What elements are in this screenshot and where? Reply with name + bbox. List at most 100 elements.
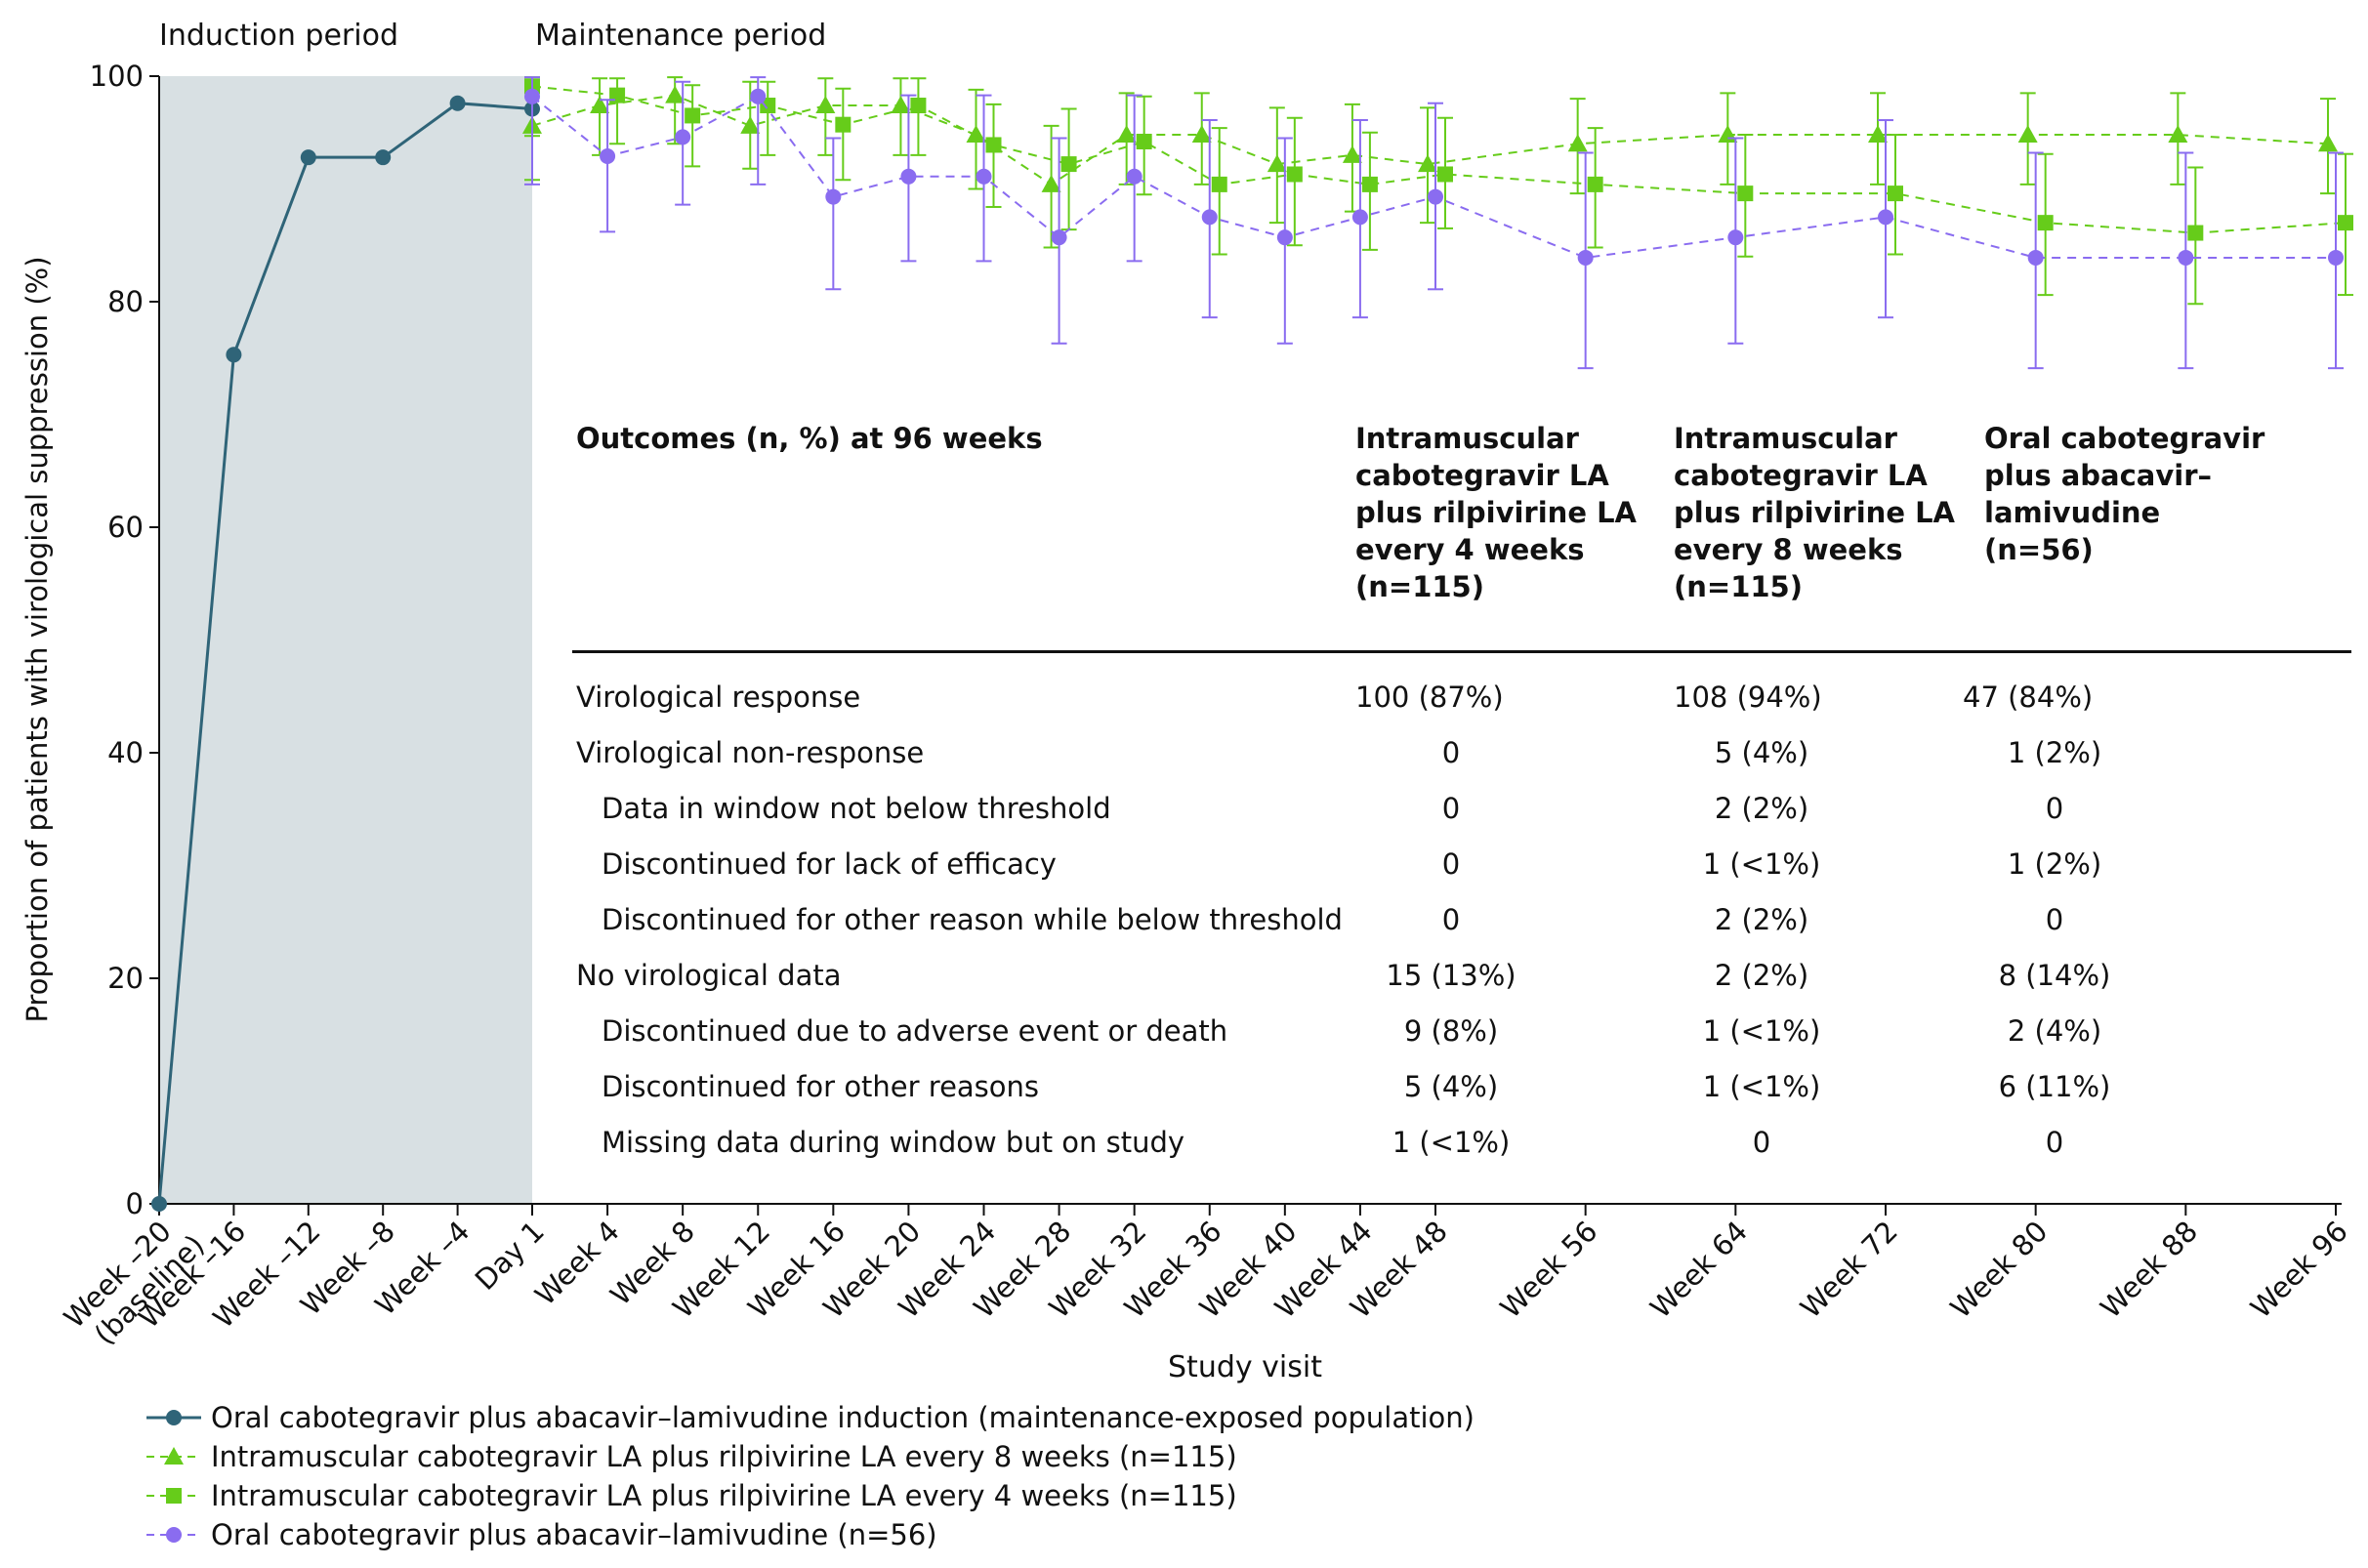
x-tick-label: Week 80	[1944, 1215, 2055, 1325]
y-tick-label: 80	[107, 285, 144, 318]
col2-header: Intramuscular cabotegravir LA plus rilpi…	[1674, 422, 1956, 603]
series-line	[157, 102, 533, 1205]
data-point	[2318, 134, 2338, 152]
data-point	[675, 129, 691, 145]
data-point	[166, 1488, 182, 1504]
data-point	[740, 115, 761, 134]
data-point	[1878, 209, 1893, 226]
data-point	[449, 95, 466, 111]
data-point	[166, 1527, 182, 1543]
data-point	[1587, 176, 1603, 192]
x-tick-label: Week 88	[2094, 1215, 2204, 1325]
legend-item: Intramuscular cabotegravir LA plus rilpi…	[146, 1479, 1237, 1512]
x-tick-label-group: Week 80	[1944, 1215, 2055, 1325]
data-point	[300, 149, 316, 166]
data-point	[1737, 186, 1754, 202]
data-point	[226, 347, 242, 363]
data-point	[600, 148, 616, 165]
data-point	[1276, 229, 1293, 246]
x-tick-label: Week 56	[1494, 1215, 1604, 1325]
table-header-rule	[572, 650, 2351, 653]
data-point	[1351, 209, 1368, 226]
legend-item: Oral cabotegravir plus abacavir–lamivudi…	[146, 1518, 937, 1551]
y-axis-label: Proportion of patients with virological …	[21, 256, 54, 1022]
data-point	[1437, 166, 1453, 183]
data-point	[164, 1447, 184, 1465]
table-row: Discontinued for lack of efficacy 0 1 (<…	[602, 847, 2102, 881]
data-point	[985, 137, 1002, 153]
data-point	[1342, 144, 1362, 163]
data-point	[1567, 134, 1588, 152]
legend-item: Intramuscular cabotegravir LA plus rilpi…	[146, 1440, 1237, 1473]
data-point	[835, 116, 852, 133]
table-row: Discontinued due to adverse event or dea…	[602, 1014, 2102, 1048]
y-tick-label: 40	[107, 736, 144, 769]
data-point	[2328, 249, 2344, 266]
legend: Oral cabotegravir plus abacavir–lamivudi…	[146, 1401, 1475, 1551]
x-tick-label-group: Week 56	[1494, 1215, 1604, 1325]
y-tick-label: 60	[107, 511, 144, 544]
data-point	[2178, 249, 2194, 266]
data-point	[2027, 249, 2044, 266]
data-point	[375, 149, 392, 166]
data-point	[2017, 125, 2038, 144]
data-point	[1060, 156, 1077, 173]
data-point	[1136, 133, 1152, 149]
x-tick-label-group: Week 88	[2094, 1215, 2204, 1325]
data-point	[1201, 209, 1218, 226]
table-row: Data in window not below threshold 0 2 (…	[602, 792, 2064, 825]
data-point	[2338, 215, 2353, 231]
data-point	[1211, 176, 1227, 192]
col3-header: Oral cabotegravir plus abacavir–lamivudi…	[1984, 422, 2265, 566]
data-point	[1868, 125, 1888, 144]
table-row: Discontinued for other reasons 5 (4%) 1 …	[602, 1070, 2111, 1103]
data-point	[1126, 168, 1142, 185]
data-point	[1286, 166, 1303, 183]
induction-period-shading	[159, 76, 532, 1204]
y-tick-label: 20	[107, 962, 144, 995]
data-point	[1041, 174, 1061, 192]
data-point	[151, 1196, 167, 1212]
series-4	[524, 76, 2344, 370]
series-line	[531, 85, 2347, 234]
data-point	[166, 1410, 182, 1425]
data-point	[825, 188, 842, 205]
legend-label: Intramuscular cabotegravir LA plus rilpi…	[211, 1479, 1237, 1512]
col1-header: Intramuscular cabotegravir LA plus rilpi…	[1355, 422, 1638, 603]
y-tick-label: 0	[126, 1187, 144, 1220]
data-point	[815, 96, 836, 114]
table-row: Virological non-response 0 5 (4%) 1 (2%)	[576, 736, 2102, 769]
data-point	[2187, 225, 2204, 241]
data-point	[966, 125, 986, 144]
data-point	[1428, 188, 1443, 205]
data-point	[1577, 249, 1594, 266]
table-row: Virological response 100 (87%) 108 (94%)…	[576, 681, 2094, 714]
data-point	[524, 88, 540, 104]
legend-item: Oral cabotegravir plus abacavir–lamivudi…	[146, 1401, 1475, 1434]
table-row: No virological data 15 (13%) 2 (2%) 8 (1…	[576, 959, 2111, 992]
data-point	[665, 85, 685, 103]
data-point	[590, 96, 610, 114]
table-row: Discontinued for other reason while belo…	[602, 903, 2064, 936]
table-title: Outcomes (n, %) at 96 weeks	[576, 422, 1043, 455]
x-axis-label: Study visit	[1168, 1350, 1322, 1384]
legend-label: Oral cabotegravir plus abacavir–lamivudi…	[211, 1401, 1475, 1434]
x-tick-label-group: Week 96	[2244, 1215, 2354, 1325]
y-tick-label: 100	[90, 60, 144, 93]
data-point	[2037, 215, 2054, 231]
data-point	[1051, 229, 1067, 246]
legend-label: Oral cabotegravir plus abacavir–lamivudi…	[211, 1518, 937, 1551]
series-line	[531, 95, 2336, 259]
data-point	[1116, 125, 1137, 144]
maintenance-period-label: Maintenance period	[535, 19, 826, 53]
table-row: Missing data during window but on study …	[602, 1126, 2064, 1159]
data-point	[1191, 125, 1212, 144]
data-point	[1888, 186, 1903, 202]
x-tick-label: Week 72	[1794, 1215, 1904, 1325]
series-layer	[151, 76, 2353, 1212]
legend-label: Intramuscular cabotegravir LA plus rilpi…	[211, 1440, 1237, 1473]
data-point	[1727, 229, 1744, 246]
data-point	[685, 107, 701, 124]
data-point	[910, 98, 927, 114]
x-tick-label: Week 64	[1643, 1215, 1754, 1325]
